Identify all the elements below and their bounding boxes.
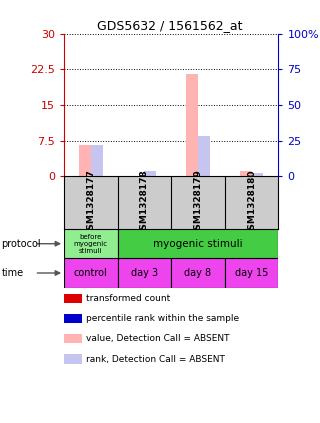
Bar (64, 258, 118, 288)
Text: before
myogenic
stimuli: before myogenic stimuli (74, 234, 108, 254)
Bar (225, 258, 278, 288)
Bar (252, 173, 263, 176)
Bar (79, 146, 91, 176)
Text: GDS5632 / 1561562_at: GDS5632 / 1561562_at (97, 19, 242, 32)
Bar (91, 145, 103, 176)
Text: protocol: protocol (2, 239, 41, 249)
Text: control: control (74, 268, 108, 278)
Text: value, Detection Call = ABSENT: value, Detection Call = ABSENT (86, 334, 230, 343)
Text: GSM1328179: GSM1328179 (194, 169, 203, 236)
Bar (240, 170, 252, 176)
Bar (118, 229, 278, 258)
Bar (171, 258, 225, 288)
Text: rank, Detection Call = ABSENT: rank, Detection Call = ABSENT (86, 354, 225, 364)
Text: time: time (2, 268, 24, 278)
Text: day 15: day 15 (235, 268, 268, 278)
Text: myogenic stimuli: myogenic stimuli (153, 239, 243, 249)
Bar (118, 258, 171, 288)
Text: GSM1328177: GSM1328177 (86, 169, 95, 236)
Bar (64, 229, 118, 258)
Text: day 3: day 3 (131, 268, 158, 278)
Text: day 8: day 8 (184, 268, 212, 278)
Text: GSM1328178: GSM1328178 (140, 169, 149, 236)
Bar (198, 136, 210, 176)
Bar (144, 170, 156, 176)
Text: transformed count: transformed count (86, 294, 171, 303)
Text: percentile rank within the sample: percentile rank within the sample (86, 314, 240, 323)
Text: GSM1328180: GSM1328180 (247, 169, 256, 236)
Bar (186, 74, 198, 176)
